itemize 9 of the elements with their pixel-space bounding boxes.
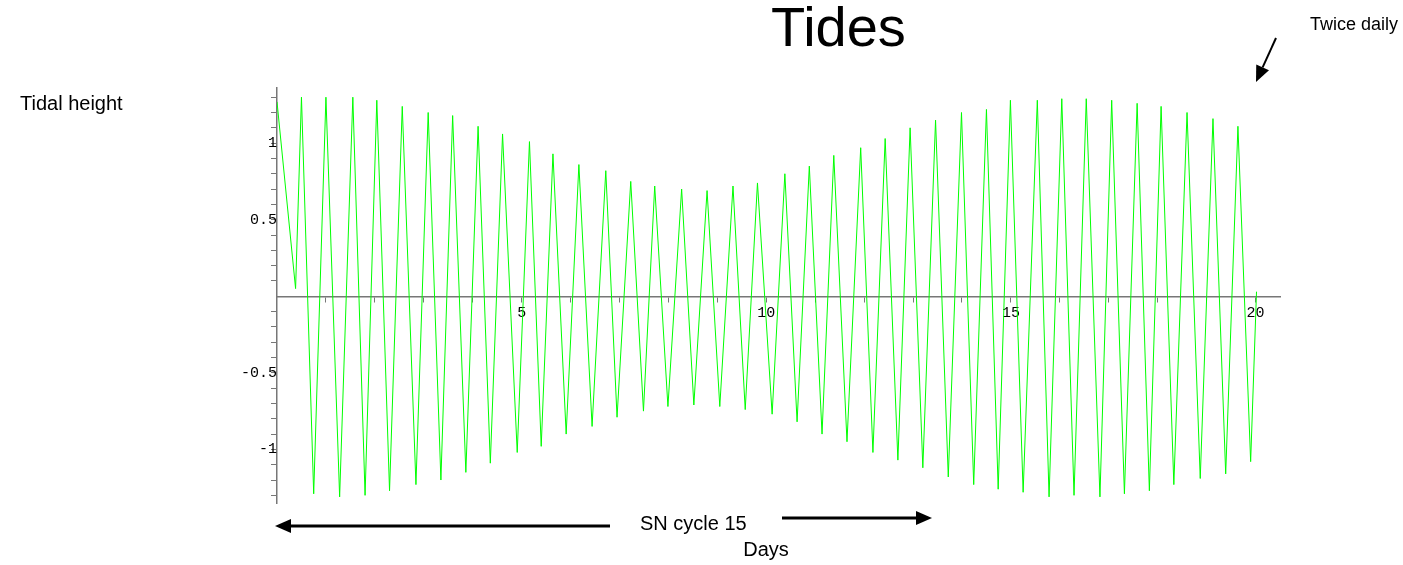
y-tick-label: -1 xyxy=(258,441,277,459)
x-axis-title: Days xyxy=(743,538,789,561)
chart-title: Tides xyxy=(771,0,906,60)
text: SN cycle 15 xyxy=(640,512,747,535)
text: Twice daily xyxy=(1310,14,1399,35)
y-tick-label: 1 xyxy=(267,135,277,153)
y-tick-label: -0.5 xyxy=(240,364,277,382)
y-tick-label: 0.5 xyxy=(249,211,277,229)
text: Tidal height xyxy=(20,92,123,115)
